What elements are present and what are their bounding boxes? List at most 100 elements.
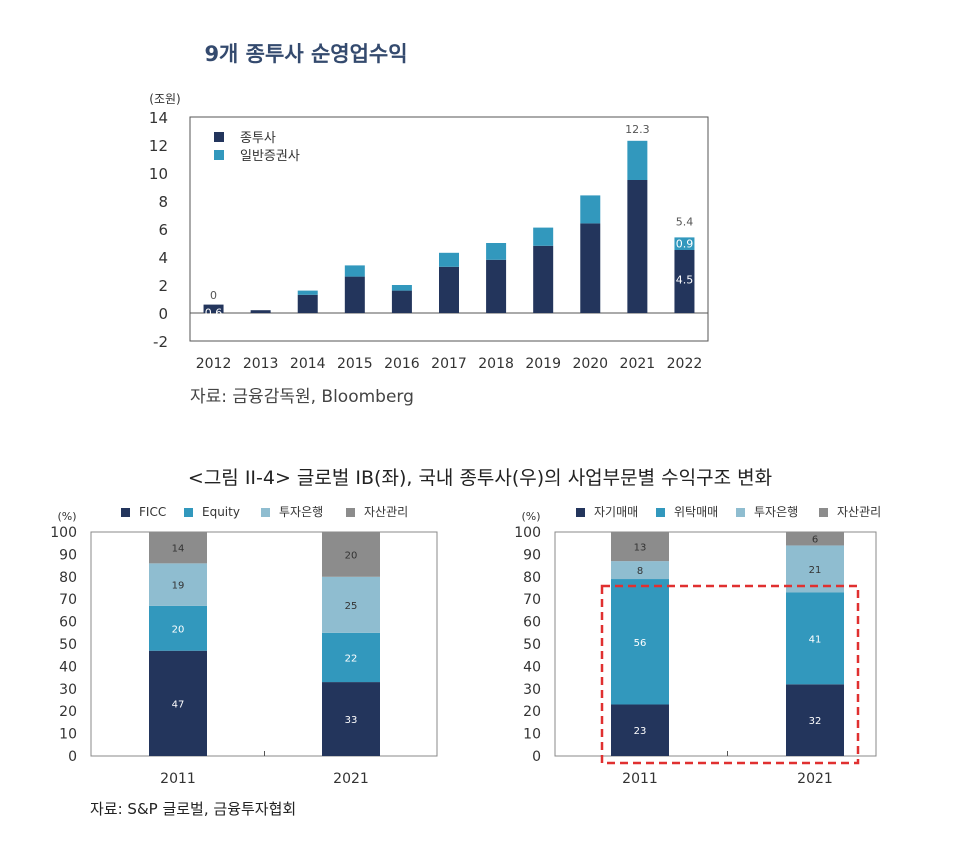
bar-segment (580, 223, 601, 313)
bar-segment (149, 650, 207, 756)
bar-segment (611, 561, 669, 580)
x-tick-label: 2012 (196, 356, 232, 372)
y-tick-label: 10 (59, 727, 77, 743)
bar-segment (297, 290, 318, 295)
y-axis-unit: (%) (521, 510, 540, 523)
bar-segment (786, 532, 844, 546)
y-tick-label: 50 (59, 637, 77, 653)
y-tick-label: 20 (523, 704, 541, 720)
legend-label: 일반증권사 (240, 149, 300, 164)
bottom-figure-title: <그림 II-4> 글로벌 IB(좌), 국내 종투사(우)의 사업부문별 수익… (187, 467, 773, 489)
highlight-box (600, 584, 860, 765)
bar-segment (322, 632, 380, 683)
data-label: 20 (172, 624, 185, 635)
x-tick-label: 2014 (290, 356, 326, 372)
data-label: 33 (345, 715, 358, 726)
x-tick-label: 2021 (797, 771, 833, 787)
y-tick-label: 100 (50, 525, 77, 541)
x-tick-label: 2016 (384, 356, 420, 372)
bar-segment (533, 227, 554, 246)
bar-segment (786, 684, 844, 756)
y-tick-label: 10 (523, 727, 541, 743)
y-tick-label: 60 (523, 615, 541, 631)
data-label: 0.6 (205, 307, 223, 320)
bar-segment (786, 592, 844, 685)
bar-segment (611, 704, 669, 756)
legend-swatch (736, 508, 745, 517)
legend-label: 자기매매 (594, 505, 638, 519)
bar-segment (344, 276, 365, 313)
bar-segment (149, 532, 207, 564)
y-tick-label: 60 (59, 615, 77, 631)
x-tick-label: 2022 (667, 356, 703, 372)
legend-label: 자산관리 (364, 505, 408, 519)
y-tick-label: 30 (59, 682, 77, 698)
y-tick-label: 8 (158, 193, 168, 211)
top-chart-title: 9개 종투사 순영업수익 (204, 42, 408, 66)
bar-segment (486, 243, 507, 260)
legend-swatch (261, 508, 270, 517)
bar-segment (786, 545, 844, 593)
plot-frame (554, 531, 877, 757)
bottom-figure-source: 자료: S&P 글로벌, 금융투자협회 (90, 800, 297, 818)
bar-segment (627, 180, 648, 313)
data-label: 6 (812, 535, 818, 546)
data-label: 23 (634, 726, 647, 737)
bar-segment (580, 195, 601, 224)
bar-segment (297, 294, 318, 313)
bar-segment (627, 140, 648, 180)
legend-swatch (346, 508, 355, 517)
data-label: 4.5 (676, 274, 694, 287)
x-tick-label: 2011 (160, 771, 196, 787)
bar-segment (149, 605, 207, 651)
bar-segment (250, 310, 271, 313)
bar-segment (674, 237, 695, 250)
y-tick-label: 4 (158, 249, 168, 267)
data-label: 19 (172, 581, 185, 592)
bar-segment (322, 576, 380, 633)
bar-segment (322, 532, 380, 577)
bar-segment (391, 290, 412, 313)
y-tick-label: 80 (59, 570, 77, 586)
x-tick-label: 2017 (431, 356, 467, 372)
x-tick-label: 2018 (478, 356, 514, 372)
y-tick-label: 10 (149, 165, 168, 183)
legend-swatch (819, 508, 828, 517)
data-label: 25 (345, 601, 358, 612)
bar-segment (611, 532, 669, 562)
bar-segment (322, 682, 380, 756)
data-label: 56 (634, 638, 647, 649)
y-tick-label: 40 (523, 659, 541, 675)
legend-swatch (184, 508, 193, 517)
y-tick-label: 0 (532, 749, 541, 765)
data-label: 47 (172, 699, 185, 710)
legend-swatch (214, 132, 224, 142)
y-axis-unit: (%) (57, 510, 76, 523)
data-label: 5.4 (676, 215, 694, 228)
legend-label: 종투사 (240, 131, 276, 146)
data-label: 13 (634, 543, 647, 554)
data-label: 14 (172, 544, 185, 555)
x-tick-label: 2013 (243, 356, 279, 372)
bar-segment (391, 285, 412, 291)
x-tick-label: 2021 (333, 771, 369, 787)
legend-label: 자산관리 (837, 505, 881, 519)
y-tick-label: 20 (59, 704, 77, 720)
y-tick-label: 70 (523, 592, 541, 608)
data-label: 0 (210, 289, 217, 302)
bar-segment (149, 563, 207, 606)
y-tick-label: 70 (59, 592, 77, 608)
y-tick-label: -2 (153, 333, 168, 351)
y-tick-label: 0 (158, 305, 168, 323)
x-tick-label: 2015 (337, 356, 373, 372)
legend-label: 위탁매매 (674, 505, 718, 519)
bar-segment (439, 266, 459, 313)
data-label: 21 (809, 565, 822, 576)
bar-segment (344, 265, 365, 277)
legend-label: FICC (139, 505, 166, 519)
y-tick-label: 50 (523, 637, 541, 653)
data-label: 12.3 (625, 123, 650, 136)
